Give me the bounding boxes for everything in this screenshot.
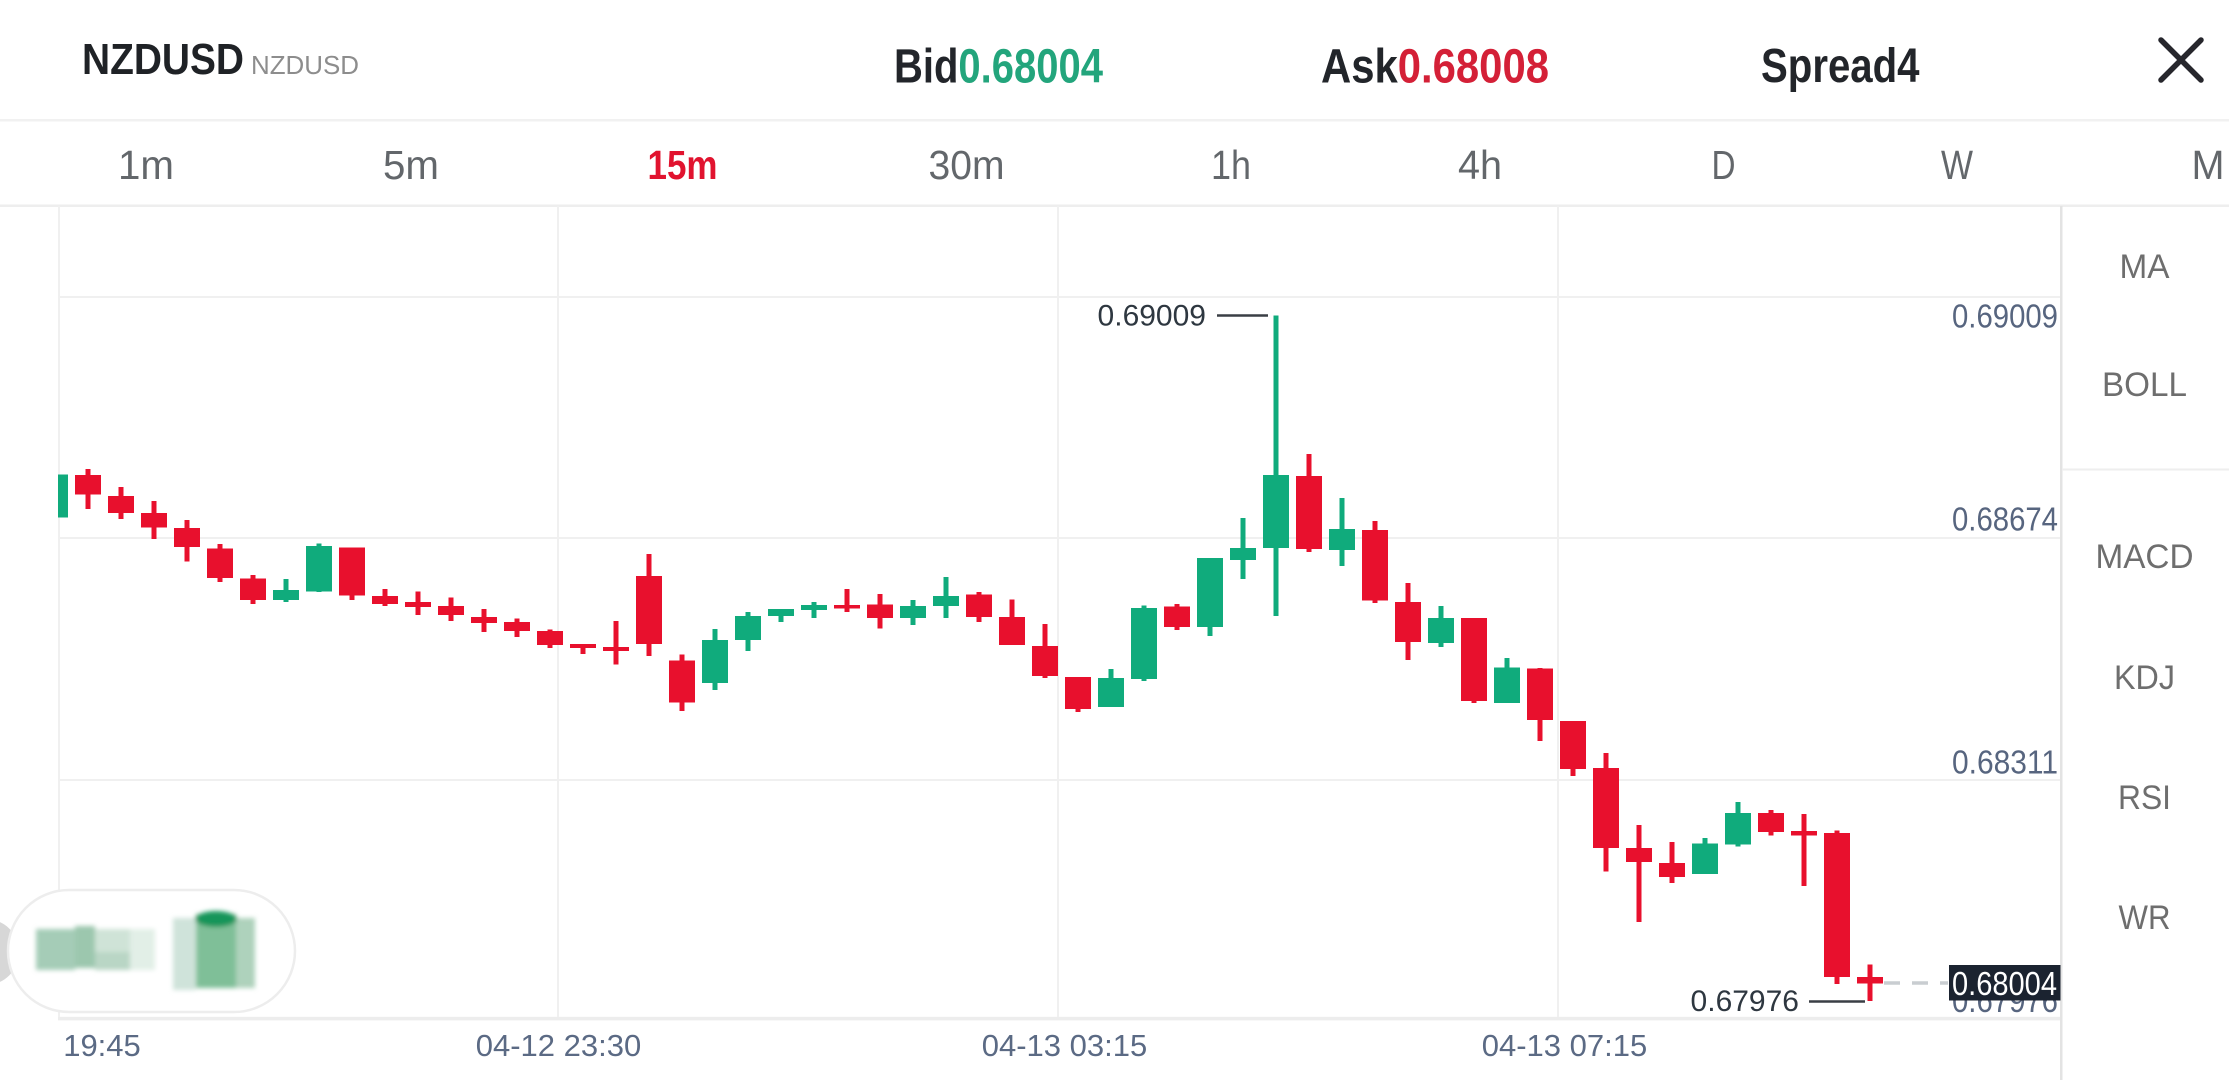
svg-text:M: M [2192,142,2225,188]
svg-text:Spread4: Spread4 [1761,40,1920,93]
svg-text:04-13 03:15: 04-13 03:15 [982,1028,1147,1063]
svg-text:KDJ: KDJ [2114,659,2175,697]
svg-text:0.68311: 0.68311 [1952,744,2058,781]
svg-text:0.69009: 0.69009 [1952,298,2058,335]
svg-text:W: W [1941,142,1973,188]
svg-text:15m: 15m [648,142,718,188]
svg-text:NZDUSD: NZDUSD [251,50,359,80]
svg-text:0.68674: 0.68674 [1952,501,2058,538]
svg-text:4h: 4h [1458,142,1502,188]
svg-text:NZDUSD: NZDUSD [82,35,244,84]
svg-text:1h: 1h [1211,142,1251,188]
svg-text:1m: 1m [118,142,174,188]
svg-text:Ask0.68008: Ask0.68008 [1321,41,1549,94]
svg-text:04-13 07:15: 04-13 07:15 [1482,1028,1647,1063]
svg-text:MA: MA [2120,248,2170,286]
svg-text:Bid0.68004: Bid0.68004 [894,41,1103,94]
svg-text:BOLL: BOLL [2102,366,2187,404]
svg-text:D: D [1712,142,1736,188]
svg-text:RSI: RSI [2118,779,2171,817]
svg-text:0.68004: 0.68004 [1952,965,2057,1002]
svg-text:5m: 5m [383,142,439,188]
svg-text:MACD: MACD [2096,538,2194,576]
svg-text:0.69009: 0.69009 [1098,300,1206,333]
svg-text:04-12 23:30: 04-12 23:30 [476,1028,641,1063]
svg-text:19:45: 19:45 [63,1028,141,1063]
svg-text:0.67976: 0.67976 [1691,985,1799,1018]
svg-text:WR: WR [2119,899,2171,937]
svg-text:30m: 30m [929,142,1005,188]
